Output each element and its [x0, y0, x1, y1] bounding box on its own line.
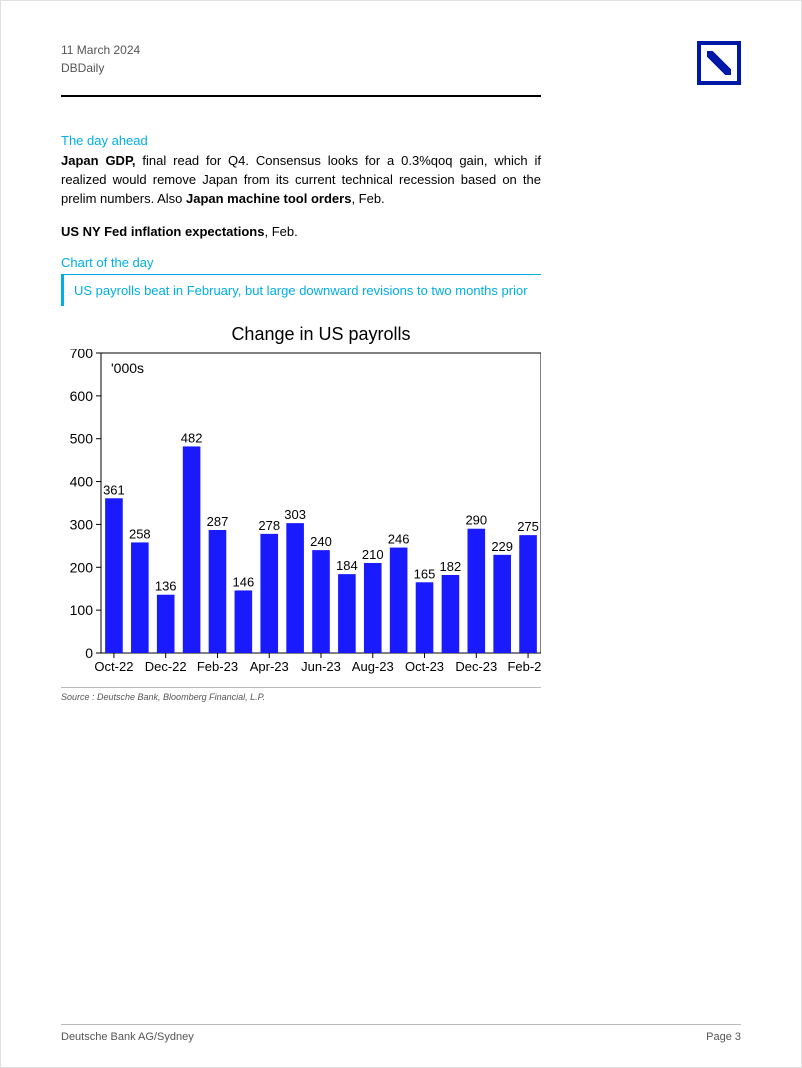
svg-text:Aug-23: Aug-23 — [352, 659, 394, 674]
brand-logo-icon — [697, 41, 741, 85]
svg-text:Dec-22: Dec-22 — [145, 659, 187, 674]
svg-text:165: 165 — [414, 567, 436, 582]
svg-text:303: 303 — [284, 508, 306, 523]
svg-text:182: 182 — [440, 559, 462, 574]
header-product: DBDaily — [61, 59, 140, 77]
svg-text:482: 482 — [181, 431, 203, 446]
us-ny-paragraph: US NY Fed inflation expectations, Feb. — [61, 223, 541, 242]
day-ahead-heading: The day ahead — [61, 133, 741, 148]
svg-text:Dec-23: Dec-23 — [455, 659, 497, 674]
svg-text:400: 400 — [70, 474, 94, 490]
svg-text:290: 290 — [465, 513, 487, 528]
chart-source: Source : Deutsche Bank, Bloomberg Financ… — [61, 692, 541, 702]
japan-gdp-tail: , Feb. — [351, 191, 384, 206]
svg-text:'000s: '000s — [111, 360, 144, 376]
footer-left: Deutsche Bank AG/Sydney — [61, 1031, 194, 1043]
svg-text:700: 700 — [70, 349, 94, 361]
header-meta: 11 March 2024 DBDaily — [61, 41, 140, 77]
page-footer: Deutsche Bank AG/Sydney Page 3 — [61, 1024, 741, 1043]
svg-text:200: 200 — [70, 560, 94, 576]
svg-text:258: 258 — [129, 527, 151, 542]
japan-gdp-bold: Japan GDP, — [61, 153, 136, 168]
svg-text:246: 246 — [388, 532, 410, 547]
chart-callout-text: US payrolls beat in February, but large … — [74, 283, 528, 298]
us-ny-bold: US NY Fed inflation expectations — [61, 224, 264, 239]
svg-text:300: 300 — [70, 517, 94, 533]
svg-text:210: 210 — [362, 547, 384, 562]
chart-title: Change in US payrolls — [101, 324, 541, 345]
svg-text:Oct-23: Oct-23 — [405, 659, 444, 674]
svg-text:287: 287 — [207, 514, 229, 529]
footer-right: Page 3 — [706, 1031, 741, 1043]
svg-text:275: 275 — [517, 520, 539, 535]
svg-text:Feb-24: Feb-24 — [507, 659, 541, 674]
svg-text:Feb-23: Feb-23 — [197, 659, 238, 674]
svg-text:136: 136 — [155, 579, 177, 594]
svg-text:146: 146 — [233, 575, 255, 590]
svg-text:184: 184 — [336, 559, 358, 574]
page-header: 11 March 2024 DBDaily — [61, 41, 741, 85]
svg-text:0: 0 — [85, 645, 93, 661]
chart-of-day-heading: Chart of the day — [61, 255, 741, 270]
svg-text:600: 600 — [70, 388, 94, 404]
svg-text:500: 500 — [70, 431, 94, 447]
svg-text:361: 361 — [103, 483, 125, 498]
svg-text:240: 240 — [310, 535, 332, 550]
chart-callout: US payrolls beat in February, but large … — [61, 274, 541, 306]
japan-mto-bold: Japan machine tool orders — [186, 191, 351, 206]
svg-text:100: 100 — [70, 603, 94, 619]
svg-text:Apr-23: Apr-23 — [250, 659, 289, 674]
japan-gdp-paragraph: Japan GDP, final read for Q4. Consensus … — [61, 152, 541, 209]
svg-text:229: 229 — [491, 539, 513, 554]
header-date: 11 March 2024 — [61, 41, 140, 59]
svg-text:Jun-23: Jun-23 — [301, 659, 341, 674]
svg-text:Oct-22: Oct-22 — [94, 659, 133, 674]
chart-bottom-rule — [61, 687, 541, 688]
header-rule — [61, 95, 541, 97]
svg-text:278: 278 — [258, 518, 280, 533]
payrolls-chart: Change in US payrolls 0 100 200 300 400 500 60… — [61, 324, 541, 702]
us-ny-tail: , Feb. — [264, 224, 297, 239]
chart-svg: 0 100 200 300 400 500 600 700 '000s 361 258 136 482 2… — [61, 349, 541, 677]
